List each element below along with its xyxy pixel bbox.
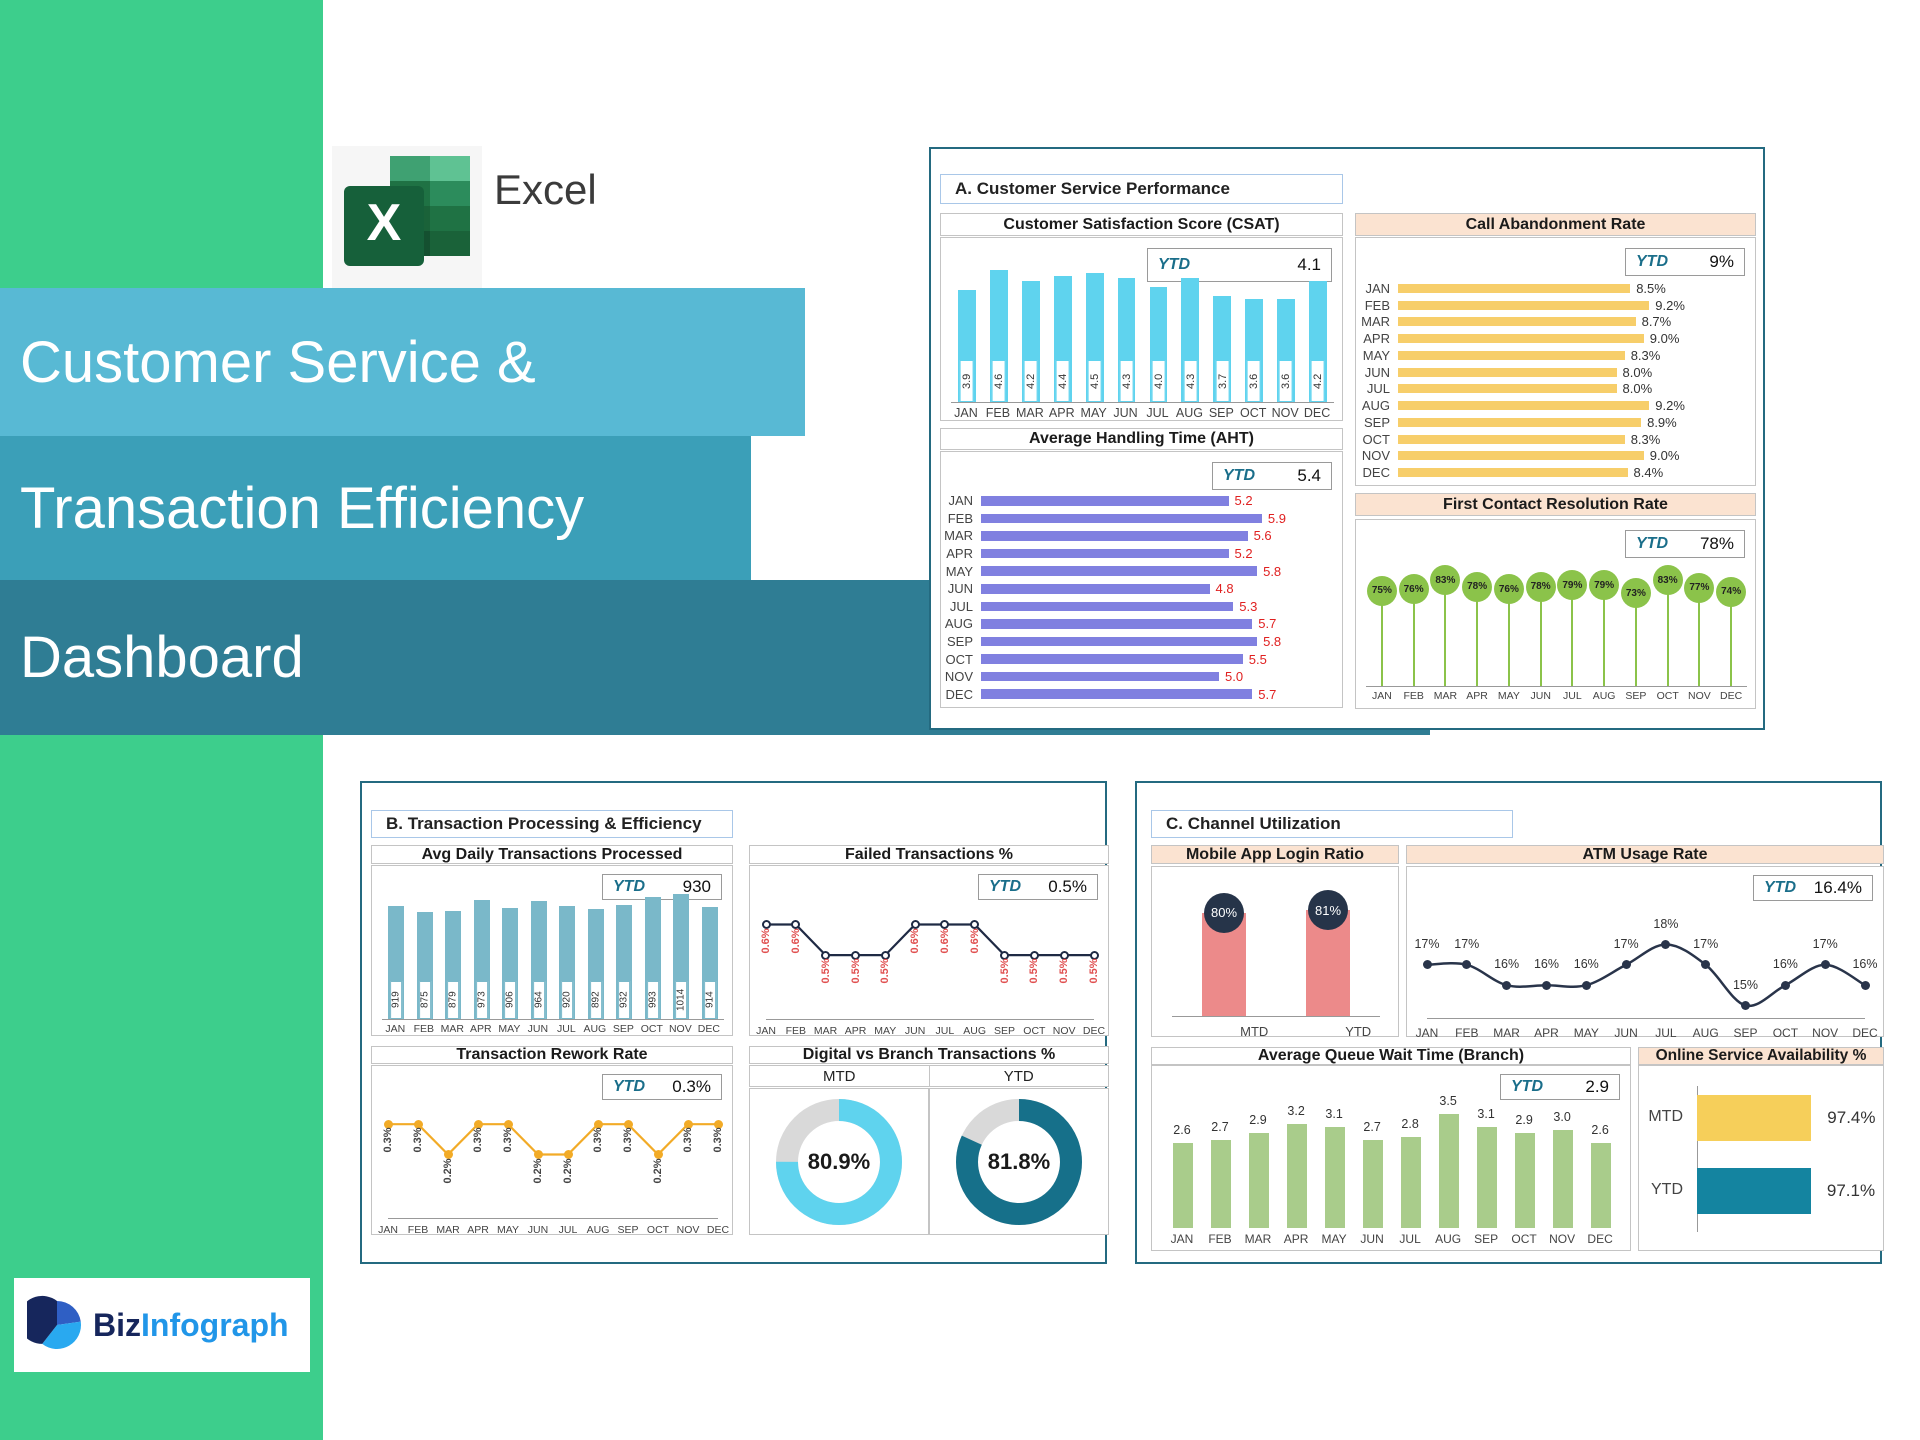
svg-text:Biz: Biz bbox=[93, 1307, 141, 1343]
svg-text:Infograph: Infograph bbox=[141, 1307, 289, 1343]
svg-text:X: X bbox=[367, 194, 402, 252]
